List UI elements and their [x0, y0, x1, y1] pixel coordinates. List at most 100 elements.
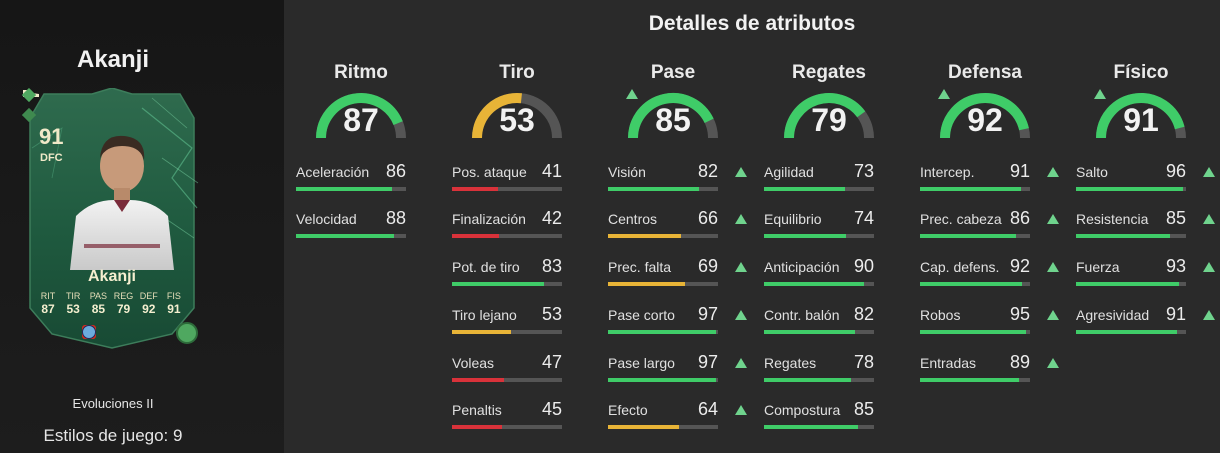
up-arrow-icon: [1203, 262, 1215, 272]
attribute-value: 45: [541, 399, 562, 419]
player-name: Akanji: [76, 46, 150, 73]
attribute-name: Intercep.: [920, 164, 975, 180]
attribute-value: 85: [853, 399, 874, 419]
attribute-value: 88: [385, 208, 406, 228]
attribute-value: 69: [697, 256, 718, 276]
attribute-bar-fill: [920, 187, 1022, 191]
attribute-bar: [920, 187, 1030, 191]
evolution-badge-icon: [22, 88, 36, 123]
category-title: Pase: [650, 62, 696, 83]
attribute-bar-fill: [764, 425, 859, 429]
player-card[interactable]: 91 DFC Akanji RIT 87 TIR 53 PAS 85 REG 79 DE…: [22, 88, 202, 350]
attribute-row: Velocidad 88: [296, 208, 436, 259]
attribute-row: Voleas 47: [452, 352, 592, 403]
attribute-bar-fill: [764, 330, 856, 334]
attribute-row: Aceleración 86: [296, 161, 436, 212]
card-stat: TIR 53: [61, 291, 85, 316]
attribute-bar: [1076, 187, 1186, 191]
card-stat-value: 79: [116, 302, 131, 316]
category-value: 91: [1123, 102, 1159, 138]
card-stat-label: RIT: [40, 291, 56, 301]
attribute-bar: [296, 187, 406, 191]
attribute-bar: [608, 425, 718, 429]
attribute-value: 42: [541, 208, 562, 228]
attribute-name: Finalización: [452, 211, 526, 227]
attribute-value: 86: [1009, 208, 1030, 228]
attribute-value: 93: [1165, 256, 1186, 276]
card-stat-label: PAS: [89, 291, 108, 301]
attribute-row: Efecto 64: [608, 399, 748, 450]
attribute-row: Finalización 42: [452, 208, 592, 259]
up-arrow-icon: [735, 167, 747, 177]
attribute-bar-fill: [296, 234, 394, 238]
category-title: Ritmo: [334, 62, 388, 83]
attribute-bar: [764, 378, 874, 382]
attribute-value: 91: [1009, 161, 1030, 181]
attribute-bar-fill: [608, 187, 700, 191]
card-stat: RIT 87: [36, 291, 60, 316]
attribute-name: Prec. falta: [608, 259, 672, 275]
attribute-row: Compostura 85: [764, 399, 904, 450]
evolution-icon: [176, 322, 198, 344]
card-stat-label: DEF: [139, 291, 158, 301]
attribute-bar-fill: [920, 234, 1016, 238]
attribute-bar-fill: [920, 378, 1019, 382]
attribute-bar-fill: [296, 187, 392, 191]
card-stat-value: 91: [167, 302, 181, 316]
category-5: Físico 91: [1076, 62, 1220, 152]
attribute-name: Penaltis: [452, 402, 502, 418]
category-title: Defensa: [948, 62, 1022, 83]
card-stat-value: 87: [41, 302, 55, 316]
attribute-row: Salto 96: [1076, 161, 1216, 212]
attribute-bar-fill: [452, 282, 545, 286]
attribute-row: Robos 95: [920, 304, 1060, 355]
attribute-bar-fill: [764, 282, 864, 286]
attribute-row: Fuerza 93: [1076, 256, 1216, 307]
attribute-bar: [764, 187, 874, 191]
card-player-name: Akanji: [87, 268, 136, 285]
up-arrow-icon: [1047, 262, 1059, 272]
category-value: 79: [811, 102, 847, 138]
attribute-bar: [920, 378, 1030, 382]
card-stat: FIS 91: [162, 291, 186, 316]
card-stat-label: TIR: [65, 291, 81, 301]
attribute-name: Fuerza: [1076, 259, 1120, 275]
category-title: Físico: [1113, 62, 1169, 83]
gauge-arc: [316, 93, 406, 139]
attribute-bar: [452, 234, 562, 238]
attribute-value: 78: [853, 352, 874, 372]
attribute-value: 82: [697, 161, 718, 181]
gauge-fill: [1096, 92, 1185, 139]
card-stat-value: 53: [66, 302, 80, 316]
attribute-bar: [764, 425, 874, 429]
page-title: Detalles de atributos: [648, 12, 856, 35]
attribute-bar-fill: [764, 187, 846, 191]
attribute-name: Visión: [608, 164, 646, 180]
player-panel: Akanji: [0, 0, 284, 453]
attribute-bar: [452, 378, 562, 382]
attribute-row: Anticipación 90: [764, 256, 904, 307]
card-stat: PAS 85: [86, 291, 110, 316]
attribute-row: Entradas 89: [920, 352, 1060, 403]
up-arrow-icon: [1047, 214, 1059, 224]
attribute-bar-fill: [452, 187, 498, 191]
attribute-row: Pase corto 97: [608, 304, 748, 355]
attribute-bar: [608, 282, 718, 286]
gauge-arc: [628, 93, 718, 139]
playstyles-label[interactable]: Estilos de juego: 9: [43, 426, 183, 445]
attribute-row: Agresividad 91: [1076, 304, 1216, 355]
up-arrow-icon: [938, 89, 950, 99]
category-1: Tiro 53: [452, 62, 608, 152]
attribute-bar: [920, 234, 1030, 238]
gauge-arc: [940, 93, 1030, 139]
attribute-name: Pase corto: [608, 307, 675, 323]
category-3: Regates 79: [764, 62, 920, 152]
gauge-arc: [1096, 92, 1186, 139]
category-gauge: 79: [764, 88, 894, 152]
category-gauge: 53: [452, 88, 582, 152]
attribute-name: Entradas: [920, 355, 977, 371]
category-4: Defensa 92: [920, 62, 1076, 152]
attribute-name: Equilibrio: [764, 211, 822, 227]
attribute-bar-fill: [452, 330, 511, 334]
attribute-name: Contr. balón: [764, 307, 840, 323]
